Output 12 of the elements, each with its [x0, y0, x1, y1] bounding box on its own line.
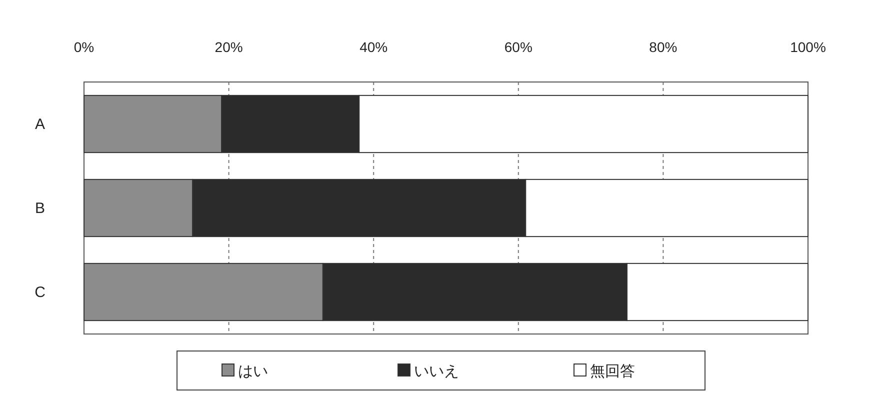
y-tick-label: C [34, 284, 46, 301]
x-tick-label: 100% [790, 39, 826, 55]
x-tick-label: 60% [504, 39, 532, 55]
x-tick-label: 80% [649, 39, 678, 55]
x-tick-label: 0% [74, 39, 94, 55]
x-tick-label: 40% [360, 39, 388, 55]
legend-label: いいえ [414, 363, 459, 380]
legend-label: 無回答 [590, 363, 635, 380]
legend-label: はい [238, 363, 268, 380]
y-tick-label: A [34, 116, 46, 133]
y-tick-label: B [34, 200, 46, 217]
x-tick-label: 20% [214, 39, 243, 55]
